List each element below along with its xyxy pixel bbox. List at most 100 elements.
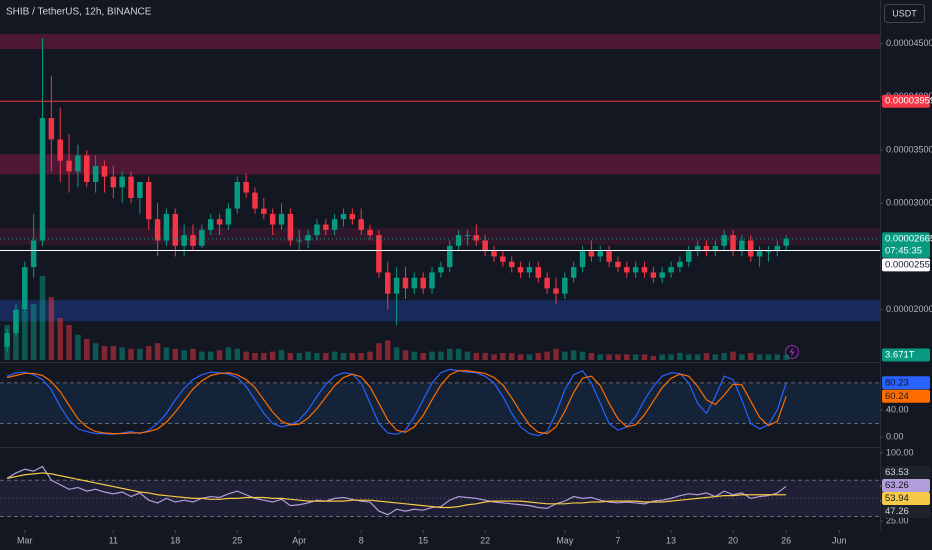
candle-body [402, 277, 409, 289]
candle-body [190, 235, 196, 246]
volume-bar [393, 347, 400, 360]
y-tick-label: 0.00003000 [886, 198, 932, 208]
x-tick-label: 7 [615, 535, 620, 545]
indicator-value-label-bg [882, 479, 930, 493]
volume-bar [508, 353, 515, 360]
candle-body [4, 333, 10, 347]
candle-body [358, 219, 364, 230]
price-line-label: 0.00003959 [885, 96, 932, 107]
volume-bar [110, 346, 117, 360]
candle-body [128, 176, 134, 198]
volume-bar [145, 346, 152, 360]
candle-body [110, 176, 117, 188]
candle-body [278, 213, 285, 225]
volume-bar [323, 353, 329, 360]
alert-icon[interactable] [785, 345, 799, 359]
x-tick-label: 15 [418, 535, 428, 545]
candle-body [75, 155, 81, 172]
volume-bar [624, 354, 630, 360]
volume-bar [686, 354, 692, 360]
volume-bar [163, 347, 170, 360]
volume-bar [22, 311, 28, 360]
y-tick-label: 0.00002000 [886, 304, 932, 314]
volume-bar [243, 351, 249, 360]
candle-body [686, 251, 692, 262]
candle-body [668, 267, 674, 273]
icon-bolt[interactable] [789, 347, 795, 357]
volume-bar [287, 353, 294, 360]
level-label-bg [882, 505, 930, 519]
candle-body [641, 267, 648, 273]
candle-body [730, 235, 736, 252]
volume-bar [225, 347, 232, 360]
candle-body [526, 267, 533, 273]
volume-bar [721, 353, 727, 360]
volume-bar [48, 297, 55, 360]
currency-label[interactable]: USDT [892, 8, 917, 18]
candle-body [261, 208, 267, 214]
volume-bar [376, 343, 382, 360]
volume-bar [269, 351, 276, 360]
candle-body [234, 181, 241, 209]
indicator-value-label: 53.94 [885, 493, 909, 504]
volume-bar [57, 318, 63, 360]
volume-bar [402, 350, 409, 360]
indicator-line [6, 465, 787, 516]
x-tick-label: 13 [666, 535, 676, 545]
volume-bar [75, 334, 81, 360]
candle-body [482, 240, 488, 252]
volume-bar [358, 353, 364, 360]
x-tick-label: 22 [480, 535, 490, 545]
volume-bar [305, 351, 311, 360]
x-tick-label: 26 [781, 535, 791, 545]
volume-bar [367, 351, 373, 360]
last-price-tag-bg [882, 232, 930, 258]
currency-button[interactable] [884, 4, 925, 23]
volume-bar [261, 353, 267, 360]
candle-body [597, 251, 603, 257]
volume-bar [500, 353, 506, 360]
volume-bar [30, 304, 37, 360]
volume-bar [172, 348, 179, 360]
volume-bar [668, 354, 674, 360]
candle-body [464, 235, 471, 237]
volume-bar [491, 354, 497, 360]
indicator-value-label-bg [882, 492, 930, 506]
candle-body [756, 251, 763, 257]
volume-bar [199, 351, 205, 360]
candle-body [57, 139, 63, 161]
volume-bar [119, 347, 125, 360]
candle-body [367, 229, 373, 236]
x-tick-label: Apr [292, 535, 306, 545]
level-label: 63.53 [885, 467, 909, 478]
volume-bar [438, 351, 444, 360]
x-tick-label: 20 [728, 535, 738, 545]
volume-bar [739, 354, 745, 360]
candle-body [314, 224, 320, 236]
candle-body [632, 267, 639, 273]
volume-bar [420, 353, 426, 360]
candle-body [659, 272, 665, 278]
volume-bar [703, 353, 710, 360]
volume-bar [570, 350, 577, 360]
candle-body [48, 118, 55, 140]
indicator-value-label-bg [882, 376, 930, 390]
volume-bar [774, 354, 781, 360]
price-line-label-bg [882, 94, 930, 108]
volume-bar [278, 350, 285, 360]
candle-body [225, 208, 232, 225]
volume-bar [632, 354, 639, 360]
candle-body [349, 213, 356, 220]
icon-ring[interactable] [785, 345, 799, 359]
y-tick-label: 100.00 [886, 447, 914, 457]
y-tick-label: 0.00 [886, 431, 904, 441]
volume-bar [641, 354, 648, 360]
candle-body [500, 256, 506, 262]
volume-bar [296, 353, 302, 360]
volume-bar [588, 353, 595, 360]
candle-body [145, 181, 152, 220]
volume-bar [216, 350, 223, 360]
volume-bar [562, 351, 568, 360]
volume-bar [544, 351, 550, 360]
candle-body [491, 251, 497, 257]
